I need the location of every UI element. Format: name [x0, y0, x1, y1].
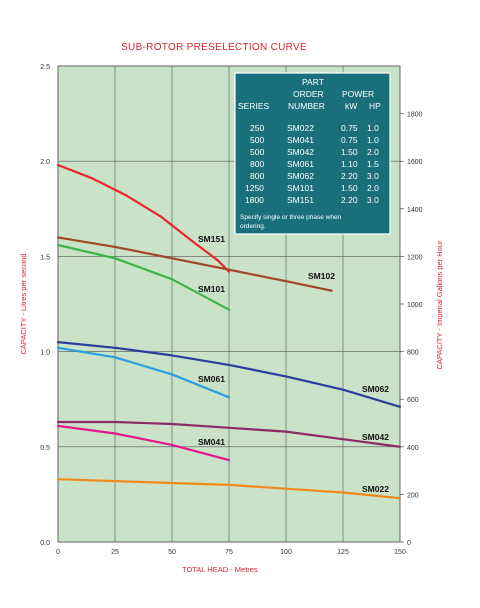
y2-axis-label: CAPACITY - Imperial Gallons per Hour — [435, 240, 444, 369]
y2-tick-label-9: 1800 — [407, 112, 423, 119]
row-5-part: SM101 — [287, 183, 314, 193]
row-1-part: SM041 — [287, 135, 314, 145]
row-6-part: SM151 — [287, 195, 314, 205]
row-5-series: 1250 — [245, 183, 264, 193]
series-line-sm022 — [56, 478, 402, 500]
series-line-sm041 — [56, 424, 231, 462]
y-tick-label-5: 2.5 — [40, 64, 50, 71]
label-sm022: SM022 — [362, 484, 389, 494]
y2-tick-label-1: 200 — [407, 492, 419, 499]
row-0-series: 250 — [250, 123, 264, 133]
x-tick-label-2: 50 — [168, 549, 176, 556]
row-3-series: 800 — [250, 159, 264, 169]
label-sm062: SM062 — [362, 384, 389, 394]
x-tick-label-6: 150 — [394, 549, 406, 556]
row-2-part: SM042 — [287, 147, 314, 157]
x-tick-label-4: 100 — [280, 549, 292, 556]
series-line-sm151 — [56, 163, 231, 273]
header-part-1: PART — [302, 77, 324, 87]
x-tick-label-3: 75 — [225, 549, 233, 556]
row-1-series: 500 — [250, 135, 264, 145]
chart-title: SUB-ROTOR PRESELECTION CURVE — [121, 42, 307, 53]
row-2-series: 500 — [250, 147, 264, 157]
header-kw: kW — [345, 101, 357, 111]
x-tick-label-0: 0 — [56, 549, 60, 556]
row-4-part: SM062 — [287, 171, 314, 181]
label-sm041: SM041 — [198, 437, 225, 447]
x-tick-label-5: 125 — [337, 549, 349, 556]
row-0-part: SM022 — [287, 123, 314, 133]
label-sm061: SM061 — [198, 374, 225, 384]
x-axis-label: TOTAL HEAD - Metres — [182, 565, 258, 574]
y2-tick-label-5: 1000 — [407, 302, 423, 309]
row-0-kw: 0.75 — [341, 123, 358, 133]
header-hp: HP — [369, 101, 381, 111]
y2-tick-label-7: 1400 — [407, 207, 423, 214]
y2-tick-label-0: 0 — [407, 540, 411, 547]
row-6-series: 1800 — [245, 195, 264, 205]
series-line-sm102 — [56, 236, 333, 292]
row-0-hp: 1.0 — [367, 123, 379, 133]
spec-table: PART ORDER POWER SERIES NUMBER kW HP 250… — [234, 72, 391, 235]
y2-tick-label-6: 1200 — [407, 254, 423, 261]
y2-tick-label-8: 1600 — [407, 159, 423, 166]
row-6-hp: 3.0 — [367, 195, 379, 205]
header-power: POWER — [342, 89, 374, 99]
row-3-part: SM061 — [287, 159, 314, 169]
y2-tick-label-3: 600 — [407, 397, 419, 404]
row-6-kw: 2.20 — [341, 195, 358, 205]
y-axis-ticks: 0.0 0.5 1.0 1.5 2.0 2.5 — [40, 64, 50, 547]
row-5-kw: 1.50 — [341, 183, 358, 193]
series-line-sm101 — [56, 243, 231, 311]
table-note-line-2: ordering. — [240, 223, 266, 230]
y-tick-label-4: 2.0 — [40, 159, 50, 166]
row-3-hp: 1.5 — [367, 159, 379, 169]
label-sm151: SM151 — [198, 234, 225, 244]
row-5-hp: 2.0 — [367, 183, 379, 193]
row-1-kw: 0.75 — [341, 135, 358, 145]
header-part-2: ORDER — [293, 89, 324, 99]
label-sm042: SM042 — [362, 432, 389, 442]
header-series: SERIES — [238, 101, 270, 111]
series-lines — [56, 163, 402, 500]
y2-tick-label-2: 400 — [407, 445, 419, 452]
y-tick-label-1: 0.5 — [40, 445, 50, 452]
header-part-3: NUMBER — [288, 101, 325, 111]
spec-table-bg — [234, 72, 391, 235]
y-tick-label-3: 1.5 — [40, 254, 50, 261]
series-line-sm042 — [56, 420, 402, 448]
label-sm101: SM101 — [198, 284, 225, 294]
y-axis-label: CAPACITY - Litres per second — [19, 253, 28, 354]
x-axis-ticks: 0 25 50 75 100 125 150 — [56, 549, 406, 556]
y2-tick-label-4: 800 — [407, 350, 419, 357]
row-2-kw: 1.50 — [341, 147, 358, 157]
y-tick-label-0: 0.0 — [40, 540, 50, 547]
row-4-hp: 3.0 — [367, 171, 379, 181]
y2-axis-ticks: 0 200 400 600 800 1000 1200 1400 1600 1800 — [400, 112, 423, 547]
row-4-series: 800 — [250, 171, 264, 181]
row-4-kw: 2.20 — [341, 171, 358, 181]
row-2-hp: 2.0 — [367, 147, 379, 157]
label-sm102: SM102 — [308, 271, 335, 281]
series-line-sm061 — [56, 346, 231, 399]
row-1-hp: 1.0 — [367, 135, 379, 145]
row-3-kw: 1.10 — [341, 159, 358, 169]
table-note-line-1: Specify single or three phase when — [240, 214, 342, 221]
y-tick-label-2: 1.0 — [40, 350, 50, 357]
x-tick-label-1: 25 — [111, 549, 119, 556]
series-line-sm062 — [56, 341, 402, 408]
